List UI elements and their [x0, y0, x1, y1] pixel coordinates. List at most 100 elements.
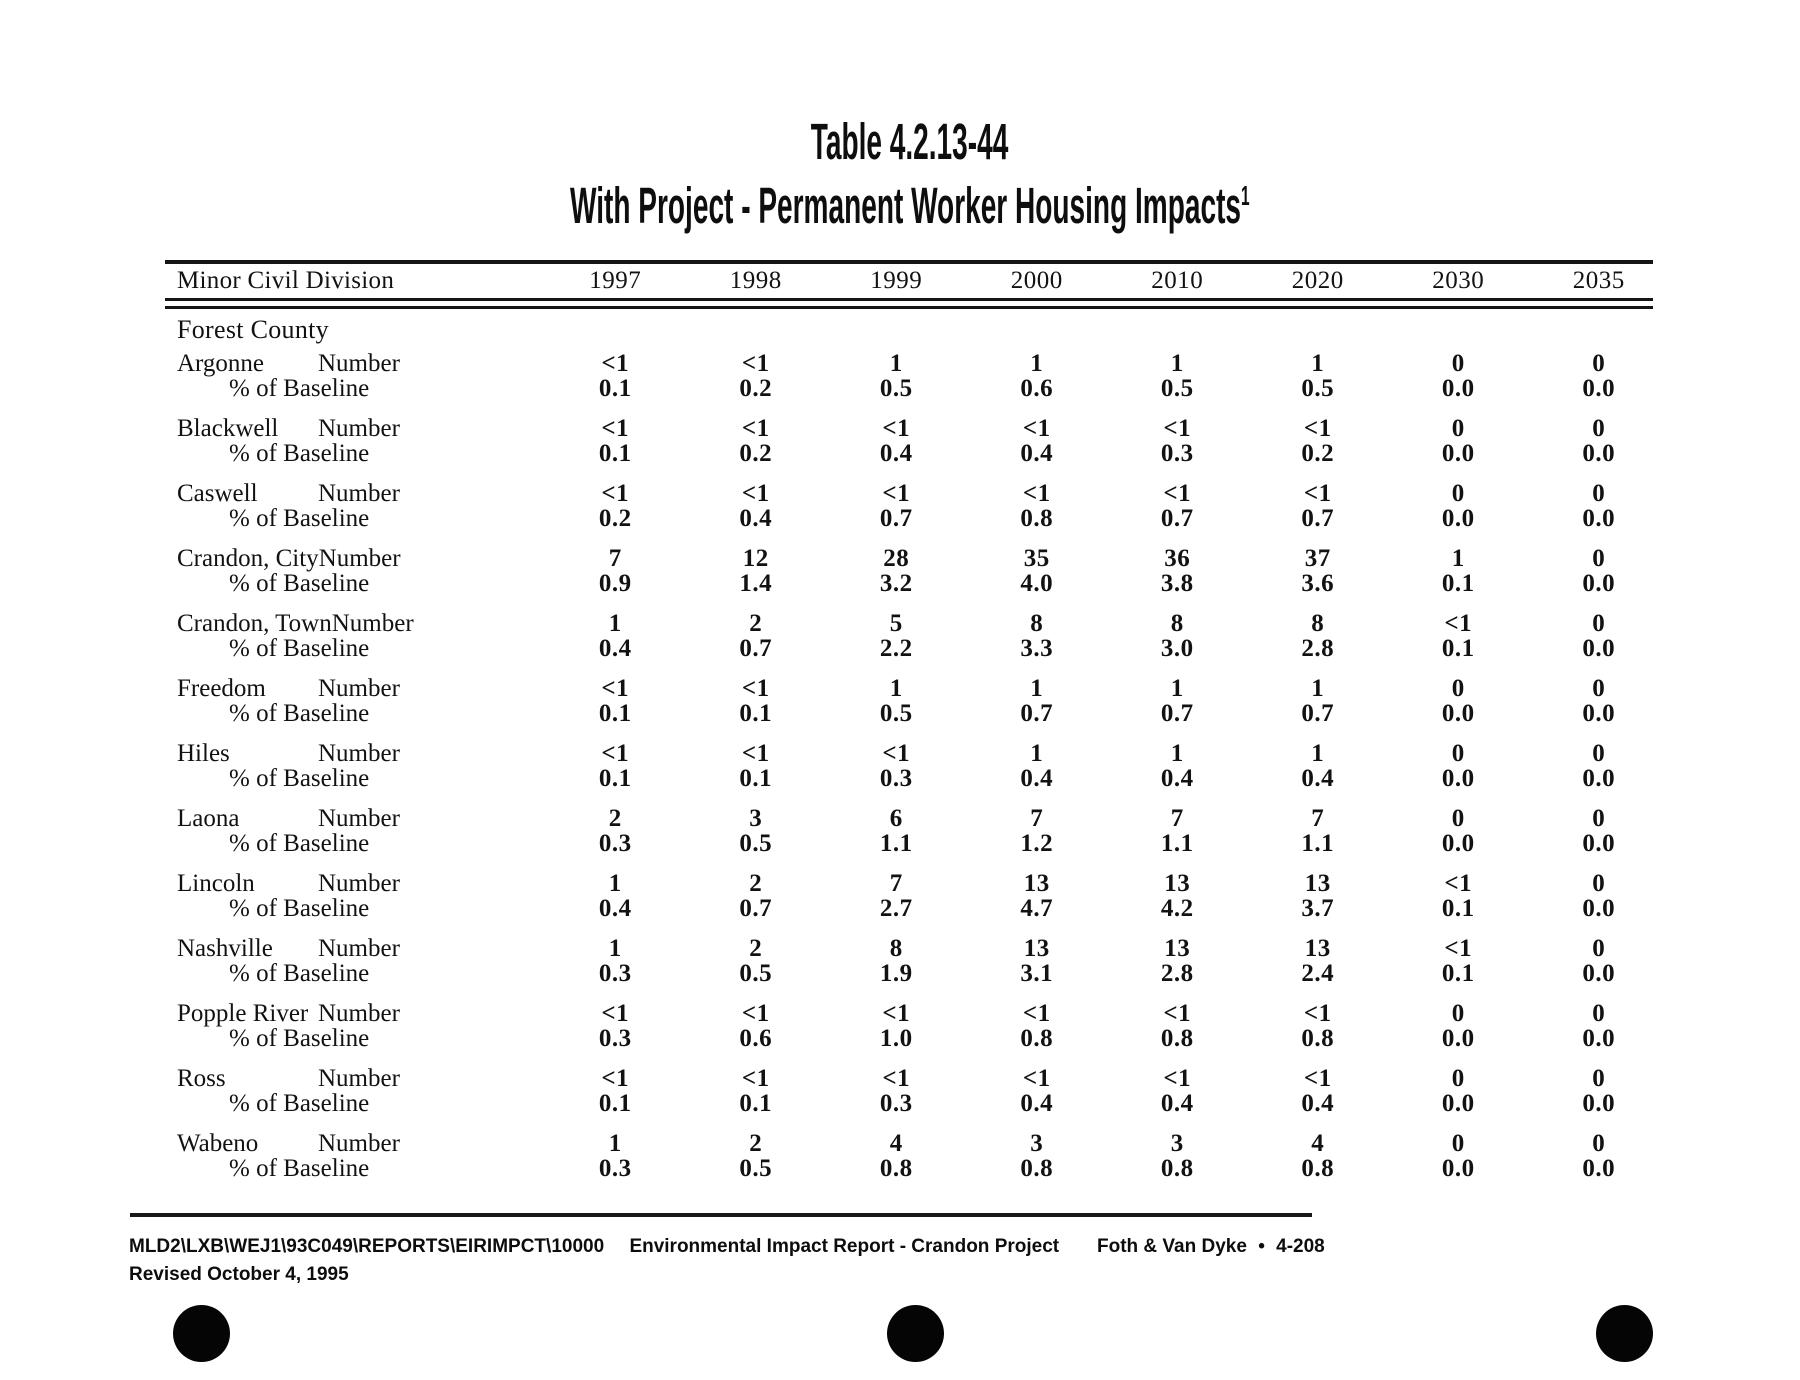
- mcd-number-row: Argonne Number <1 <1 1 1 1 1 0 0: [165, 351, 1669, 376]
- mcd-label: Lincoln Number: [165, 871, 545, 896]
- pct-baseline-label: % of Baseline: [229, 700, 370, 727]
- pct-baseline-label: % of Baseline: [229, 1025, 370, 1052]
- number-value: <1: [1163, 1000, 1192, 1027]
- pct-value: 0.7: [879, 505, 913, 532]
- number-value: 0: [1592, 1065, 1606, 1092]
- mcd-number-row: Blackwell Number <1 <1 <1 <1 <1 <1 0 0: [165, 416, 1669, 441]
- mcd-label: Blackwell Number: [165, 416, 545, 441]
- pct-value: 0.8: [1160, 1155, 1194, 1182]
- pct-value: 0.0: [1582, 1025, 1616, 1052]
- number-value: 3: [749, 805, 763, 832]
- mcd-name: Nashville: [177, 935, 273, 962]
- column-header-year: 2000: [1010, 267, 1063, 294]
- number-value: 0: [1451, 350, 1465, 377]
- table-row-group: Crandon, TownNumber 1 2 5 8 8 8 <1 0% of Baselin…: [165, 611, 1669, 661]
- pct-value: 0.5: [1160, 375, 1194, 402]
- pct-value: 1.2: [1020, 830, 1054, 857]
- pct-baseline-label: % of Baseline: [229, 1155, 370, 1182]
- mcd-pct-row: % of Baseline 0.2 0.4 0.7 0.8 0.7 0.7 0.0 0.0: [165, 506, 1669, 531]
- number-value: 1: [608, 935, 622, 962]
- number-value: <1: [882, 415, 911, 442]
- number-value: 1: [889, 350, 903, 377]
- mcd-number-row: Wabeno Number 1 2 4 3 3 4 0 0: [165, 1131, 1669, 1156]
- mcd-pct-row: % of Baseline 0.3 0.5 0.8 0.8 0.8 0.8 0.0 0.0: [165, 1156, 1669, 1181]
- number-value: <1: [741, 480, 770, 507]
- pct-value: 1.4: [739, 570, 773, 597]
- table-row-group: Lincoln Number 1 2 7 13 13 13 <1 0 % of Baseline 0.…: [165, 871, 1669, 921]
- mcd-label: Freedom Number: [165, 676, 545, 701]
- footnote-marker: 1: [1241, 180, 1250, 211]
- number-value: <1: [882, 1065, 911, 1092]
- pct-value: 0.3: [598, 1025, 632, 1052]
- pct-value: 0.1: [739, 765, 773, 792]
- number-value: <1: [1444, 935, 1473, 962]
- pct-value: 0.0: [1441, 830, 1475, 857]
- table-row-group: Popple River Number <1 <1 <1 <1 <1 <1 0 0% of Bas…: [165, 1001, 1669, 1051]
- housing-impacts-table: Minor Civil Division 1997 1998 1999 2000 201…: [165, 260, 1669, 1196]
- pct-value: 2.7: [879, 895, 913, 922]
- pct-value: 0.5: [739, 1155, 773, 1182]
- number-value: 3: [1030, 1130, 1044, 1157]
- pct-value: 2.2: [879, 635, 913, 662]
- pct-value: 0.0: [1582, 960, 1616, 987]
- pct-value: 0.4: [1301, 765, 1335, 792]
- pct-value: 2.8: [1160, 960, 1194, 987]
- mcd-number-row: Crandon, CityNumber 7 12 28 35 36 37 1 0: [165, 546, 1669, 571]
- pct-value: 0.5: [739, 960, 773, 987]
- mcd-pct-row: % of Baseline 0.9 1.4 3.2 4.0 3.8 3.6 0.1 0.0: [165, 571, 1669, 596]
- number-value: <1: [1303, 1000, 1332, 1027]
- table-body: Argonne Number <1 <1 1 1 1 1 0 0 % of Baseline 0.1 0…: [165, 351, 1669, 1181]
- pct-value: 2.4: [1301, 960, 1335, 987]
- mcd-pct-row: % of Baseline 0.1 0.1 0.5 0.7 0.7 0.7 0.0 0.0: [165, 701, 1669, 726]
- number-value: 0: [1451, 1130, 1465, 1157]
- bullet-separator: •: [1258, 1236, 1265, 1257]
- number-value: <1: [1022, 480, 1051, 507]
- mcd-label: Hiles Number: [165, 741, 545, 766]
- mcd-name: Laona: [177, 805, 240, 832]
- pct-value: 0.1: [598, 700, 632, 727]
- number-value: <1: [601, 350, 630, 377]
- number-row-label: Number: [318, 350, 400, 377]
- number-value: <1: [1303, 415, 1332, 442]
- number-value: 13: [1304, 870, 1331, 897]
- mcd-label: Popple River Number: [165, 1001, 545, 1026]
- number-value: <1: [1303, 480, 1332, 507]
- pct-value: 0.4: [1020, 765, 1054, 792]
- page-number: 4-208: [1276, 1236, 1325, 1257]
- pct-value: 0.4: [1160, 1090, 1194, 1117]
- number-value: 2: [749, 935, 763, 962]
- pct-value: 1.1: [879, 830, 913, 857]
- pct-value: 0.4: [598, 895, 632, 922]
- number-row-label: Number: [318, 870, 400, 897]
- pct-value: 0.7: [1301, 505, 1335, 532]
- number-value: <1: [601, 480, 630, 507]
- footer-line-1: MLD2\LXB\WEJ1\93C049\REPORTS\EIRIMPCT\10…: [129, 1236, 1059, 1258]
- pct-value: 0.7: [1020, 700, 1054, 727]
- number-value: 4: [889, 1130, 903, 1157]
- number-value: 1: [608, 870, 622, 897]
- number-row-label: Number: [318, 1065, 400, 1092]
- pct-baseline-label: % of Baseline: [229, 1090, 370, 1117]
- page-title: With Project - Permanent Worker Housing …: [165, 176, 1655, 235]
- pct-value: 0.0: [1441, 700, 1475, 727]
- pct-value: 0.5: [879, 700, 913, 727]
- pct-value: 0.0: [1582, 375, 1616, 402]
- number-value: 0: [1592, 480, 1606, 507]
- number-value: <1: [882, 480, 911, 507]
- mcd-number-row: Popple River Number <1 <1 <1 <1 <1 <1 0 0: [165, 1001, 1669, 1026]
- pct-value: 2.8: [1301, 635, 1335, 662]
- number-value: <1: [601, 415, 630, 442]
- number-value: 7: [1170, 805, 1184, 832]
- pct-value: 0.5: [879, 375, 913, 402]
- pct-value: 0.4: [739, 505, 773, 532]
- pct-value: 3.8: [1160, 570, 1194, 597]
- number-value: 28: [883, 545, 910, 572]
- pct-value: 0.8: [1301, 1025, 1335, 1052]
- number-value: 8: [1030, 610, 1044, 637]
- pct-value: 4.0: [1020, 570, 1054, 597]
- pct-value: 0.7: [739, 635, 773, 662]
- number-value: 0: [1451, 740, 1465, 767]
- revision-date: Revised October 4, 1995: [129, 1264, 349, 1285]
- mcd-pct-row: % of Baseline 0.3 0.5 1.1 1.2 1.1 1.1 0.0 0.0: [165, 831, 1669, 856]
- table-row-group: Wabeno Number 1 2 4 3 3 4 0 0 % of Baseline 0.3 0.5 0…: [165, 1131, 1669, 1181]
